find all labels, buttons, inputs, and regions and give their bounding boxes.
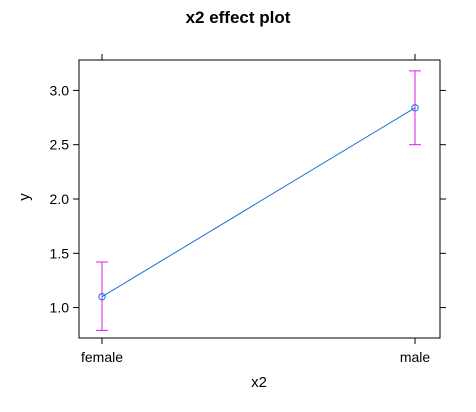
plot-marks: [96, 70, 421, 331]
data-point: [98, 293, 106, 301]
y-tick-label: 2.5: [50, 137, 70, 153]
y-tick-label: 3.0: [50, 82, 70, 98]
data-point: [411, 104, 419, 112]
y-axis-ticks: 1.0 1.5 2.0 2.5 3.0: [50, 82, 446, 316]
x-axis-ticks: female male: [81, 54, 430, 365]
x-tick-label: female: [81, 349, 123, 365]
x-tick-label: male: [400, 349, 431, 365]
x-axis-label: x2: [251, 374, 267, 391]
y-tick-label: 2.0: [50, 191, 70, 207]
y-tick-label: 1.5: [50, 245, 70, 261]
chart-title: x2 effect plot: [186, 8, 291, 27]
y-tick-label: 1.0: [50, 300, 70, 316]
y-axis-label: y: [16, 193, 33, 201]
plot-frame: [78, 59, 441, 339]
effect-line: [101, 107, 416, 298]
